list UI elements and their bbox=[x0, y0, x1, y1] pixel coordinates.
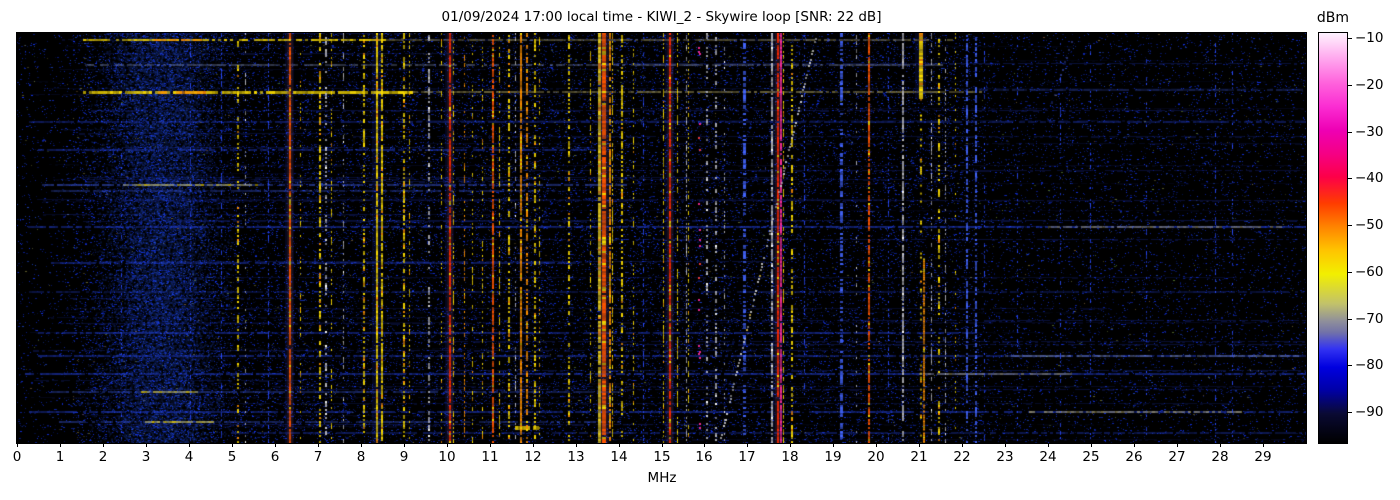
x-tick-label: 4 bbox=[184, 449, 194, 465]
plot-title: 01/09/2024 17:00 local time - KIWI_2 - S… bbox=[441, 9, 882, 25]
colorbar-tick bbox=[1348, 178, 1352, 179]
x-tick bbox=[490, 443, 491, 447]
x-tick bbox=[146, 443, 147, 447]
x-tick-label: 5 bbox=[227, 449, 237, 465]
x-tick bbox=[1091, 443, 1092, 447]
x-tick bbox=[404, 443, 405, 447]
x-tick-label: 26 bbox=[1125, 449, 1143, 465]
colorbar-tick bbox=[1348, 225, 1352, 226]
x-tick-label: 6 bbox=[270, 449, 280, 465]
colorbar-tick-label: −60 bbox=[1355, 264, 1384, 280]
x-tick-label: 23 bbox=[996, 449, 1014, 465]
x-tick-label: 9 bbox=[399, 449, 409, 465]
x-tick-label: 19 bbox=[824, 449, 842, 465]
x-tick bbox=[275, 443, 276, 447]
x-tick-label: 27 bbox=[1168, 449, 1186, 465]
colorbar-tick-label: −90 bbox=[1355, 404, 1384, 420]
colorbar-tick-label: −30 bbox=[1355, 124, 1384, 140]
x-tick bbox=[1263, 443, 1264, 447]
x-tick bbox=[1005, 443, 1006, 447]
colorbar-tick bbox=[1348, 85, 1352, 86]
x-tick bbox=[103, 443, 104, 447]
x-tick bbox=[1134, 443, 1135, 447]
x-tick bbox=[833, 443, 834, 447]
x-tick bbox=[533, 443, 534, 447]
x-tick bbox=[447, 443, 448, 447]
x-tick bbox=[747, 443, 748, 447]
x-tick-label: 24 bbox=[1039, 449, 1057, 465]
spectrogram-plot bbox=[16, 32, 1307, 444]
x-tick-label: 1 bbox=[55, 449, 65, 465]
x-tick-label: 28 bbox=[1211, 449, 1229, 465]
colorbar-tick bbox=[1348, 132, 1352, 133]
colorbar-tick-label: −80 bbox=[1355, 357, 1384, 373]
colorbar-tick-label: −40 bbox=[1355, 170, 1384, 186]
x-axis-label: MHz bbox=[647, 470, 677, 486]
x-tick bbox=[619, 443, 620, 447]
x-tick bbox=[662, 443, 663, 447]
x-tick-label: 20 bbox=[867, 449, 885, 465]
x-tick bbox=[876, 443, 877, 447]
x-tick-label: 8 bbox=[356, 449, 366, 465]
x-tick-label: 10 bbox=[438, 449, 456, 465]
colorbar bbox=[1318, 32, 1348, 444]
x-tick-label: 16 bbox=[695, 449, 713, 465]
colorbar-tick bbox=[1348, 365, 1352, 366]
x-tick bbox=[1048, 443, 1049, 447]
x-tick-label: 3 bbox=[141, 449, 151, 465]
colorbar-tick bbox=[1348, 412, 1352, 413]
x-tick-label: 11 bbox=[481, 449, 499, 465]
x-tick-label: 0 bbox=[12, 449, 22, 465]
x-tick-label: 15 bbox=[653, 449, 671, 465]
colorbar-tick bbox=[1348, 272, 1352, 273]
x-tick bbox=[361, 443, 362, 447]
x-tick bbox=[576, 443, 577, 447]
x-tick-label: 22 bbox=[953, 449, 971, 465]
x-tick bbox=[790, 443, 791, 447]
x-tick bbox=[232, 443, 233, 447]
x-tick-label: 7 bbox=[313, 449, 323, 465]
x-tick bbox=[1177, 443, 1178, 447]
x-tick bbox=[704, 443, 705, 447]
colorbar-tick bbox=[1348, 319, 1352, 320]
x-tick-label: 2 bbox=[98, 449, 108, 465]
x-tick bbox=[318, 443, 319, 447]
colorbar-tick bbox=[1348, 38, 1352, 39]
colorbar-tick-label: −10 bbox=[1355, 30, 1384, 46]
x-tick-label: 25 bbox=[1082, 449, 1100, 465]
x-tick-label: 18 bbox=[781, 449, 799, 465]
x-tick bbox=[60, 443, 61, 447]
colorbar-label: dBm bbox=[1316, 10, 1350, 26]
x-tick-label: 17 bbox=[738, 449, 756, 465]
x-tick bbox=[962, 443, 963, 447]
colorbar-tick-label: −20 bbox=[1355, 77, 1384, 93]
x-tick-label: 13 bbox=[567, 449, 585, 465]
x-tick-label: 14 bbox=[610, 449, 628, 465]
x-tick bbox=[17, 443, 18, 447]
colorbar-tick-label: −50 bbox=[1355, 217, 1384, 233]
x-tick bbox=[919, 443, 920, 447]
x-tick-label: 12 bbox=[524, 449, 542, 465]
x-tick bbox=[189, 443, 190, 447]
colorbar-tick-label: −70 bbox=[1355, 311, 1384, 327]
x-tick bbox=[1220, 443, 1221, 447]
spectrogram-canvas bbox=[17, 33, 1306, 443]
x-tick-label: 21 bbox=[910, 449, 928, 465]
x-tick-label: 29 bbox=[1254, 449, 1272, 465]
colorbar-gradient bbox=[1319, 33, 1347, 443]
